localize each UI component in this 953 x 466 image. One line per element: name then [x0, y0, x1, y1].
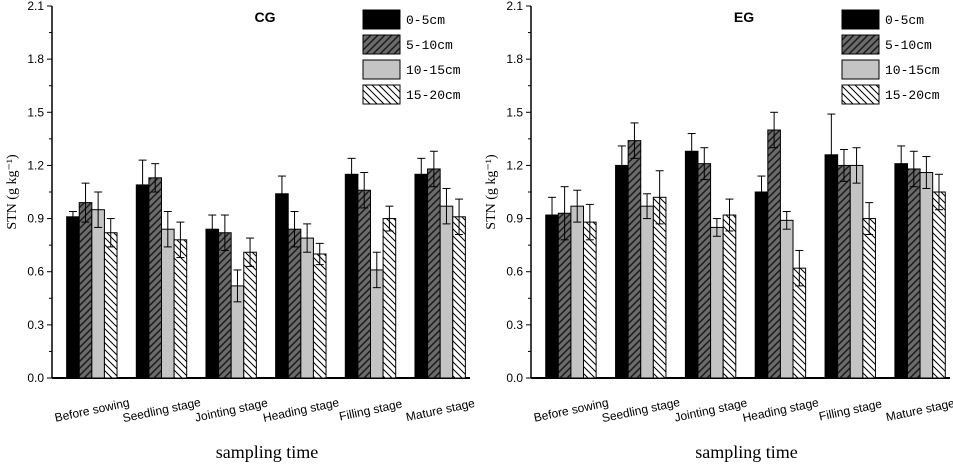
legend-label: 15-20cm	[885, 88, 940, 103]
bar-15-20cm	[932, 191, 946, 379]
category-label: Mature stage	[885, 396, 953, 424]
category-label: Mature stage	[405, 396, 477, 424]
bar-5-10cm	[148, 177, 162, 379]
category-label: Seedling stage	[121, 395, 202, 425]
bar-0-5cm	[135, 184, 150, 379]
bar-0-5cm	[205, 228, 220, 379]
bar-10-15cm	[849, 164, 864, 379]
chart-title: EG	[734, 9, 754, 25]
y-tick-label: 0.3	[27, 318, 44, 332]
legend-swatch-5-10cm	[841, 34, 880, 55]
bar-15-20cm	[862, 218, 876, 379]
bar-0-5cm	[66, 216, 80, 379]
bar-5-10cm	[357, 189, 371, 379]
bar-15-20cm	[452, 216, 466, 379]
y-tick-label: 0.6	[27, 265, 44, 279]
legend-swatch-10-15cm	[362, 59, 401, 80]
chart-cg: 0.0 0.3 0.6 0.9 1.2 1.5 1.8 2.1 Before sowingSee…	[5, 0, 476, 462]
bar-10-15cm	[439, 205, 454, 379]
legend: 0-5cm 5-10cm 10-15cm 15-20cm	[841, 9, 940, 105]
legend-label: 10-15cm	[885, 63, 940, 78]
bar-15-20cm	[583, 221, 597, 379]
y-tick-label: 0.3	[506, 318, 523, 332]
y-tick-label: 0.9	[506, 212, 523, 226]
legend-swatch-15-20cm	[362, 84, 401, 105]
legend-label: 0-5cm	[885, 13, 924, 28]
bar-0-5cm	[275, 193, 289, 379]
legend-label: 0-5cm	[406, 13, 445, 28]
legend-label: 5-10cm	[885, 38, 932, 53]
bar-15-20cm	[312, 253, 327, 379]
bar-15-20cm	[243, 251, 257, 379]
y-axis-title: STN (g kg⁻¹)	[5, 154, 20, 230]
chart-title: CG	[255, 9, 276, 25]
bar-5-10cm	[837, 164, 851, 379]
bar-0-5cm	[684, 150, 699, 379]
y-tick-label: 1.5	[506, 105, 523, 119]
bar-15-20cm	[722, 214, 737, 379]
bar-0-5cm	[615, 164, 629, 379]
bar-15-20cm	[173, 239, 188, 379]
legend: 0-5cm 5-10cm 10-15cm 15-20cm	[362, 9, 461, 105]
legend-swatch-5-10cm	[362, 34, 401, 55]
bar-0-5cm	[545, 214, 559, 379]
y-tick-label: 1.5	[27, 105, 44, 119]
legend-swatch-0-5cm	[841, 9, 880, 30]
y-tick-label: 2.1	[506, 0, 523, 13]
category-label: Heading stage	[741, 395, 820, 425]
legend-swatch-10-15cm	[841, 59, 880, 80]
bar-10-15cm	[161, 228, 175, 379]
bar-5-10cm	[427, 168, 441, 379]
legend-swatch-0-5cm	[362, 9, 401, 30]
y-tick-label: 0.0	[506, 371, 523, 385]
chart-eg: 0.0 0.3 0.6 0.9 1.2 1.5 1.8 2.1 Before sowingSee…	[484, 0, 953, 462]
bar-5-10cm	[697, 163, 712, 379]
bar-5-10cm	[767, 129, 781, 379]
bar-0-5cm	[894, 163, 908, 379]
bar-10-15cm	[640, 205, 654, 379]
category-label: Jointing stage	[673, 395, 749, 424]
bar-0-5cm	[344, 173, 359, 379]
y-tick-label: 1.2	[27, 158, 44, 172]
bar-10-15cm	[91, 209, 105, 379]
y-tick-label: 2.1	[27, 0, 44, 13]
bar-10-15cm	[710, 226, 724, 379]
legend-label: 15-20cm	[406, 88, 461, 103]
legend-label: 5-10cm	[406, 38, 453, 53]
category-label: Seedling stage	[601, 395, 682, 425]
bar-5-10cm	[287, 228, 302, 379]
bar-0-5cm	[754, 191, 769, 379]
y-tick-label: 1.8	[27, 52, 44, 66]
x-axis-title: sampling time	[695, 442, 798, 462]
bar-0-5cm	[414, 173, 429, 379]
bar-10-15cm	[570, 205, 585, 379]
category-label: Filling stage	[818, 397, 884, 424]
y-tick-label: 0.0	[27, 371, 44, 385]
bar-5-10cm	[78, 202, 93, 379]
bar-5-10cm	[627, 140, 642, 379]
x-axis-title: sampling time	[216, 442, 319, 462]
bar-15-20cm	[103, 232, 118, 379]
category-label: Heading stage	[262, 395, 341, 425]
category-label: Before sowing	[532, 395, 609, 425]
category-label: Filling stage	[338, 397, 404, 424]
y-tick-label: 0.9	[27, 212, 44, 226]
bar-10-15cm	[779, 219, 794, 379]
bar-5-10cm	[218, 232, 232, 379]
y-tick-label: 0.6	[506, 265, 523, 279]
bar-10-15cm	[919, 172, 934, 379]
bar-15-20cm	[652, 196, 667, 379]
bar-15-20cm	[382, 218, 397, 379]
bar-10-15cm	[300, 237, 314, 379]
y-tick-label: 1.2	[506, 158, 523, 172]
category-label: Jointing stage	[194, 395, 270, 424]
y-tick-label: 1.8	[506, 52, 523, 66]
bar-5-10cm	[906, 168, 921, 379]
legend-label: 10-15cm	[406, 63, 461, 78]
y-axis-title: STN (g kg⁻¹)	[484, 154, 499, 230]
category-label: Before sowing	[53, 395, 130, 425]
legend-swatch-15-20cm	[841, 84, 880, 105]
